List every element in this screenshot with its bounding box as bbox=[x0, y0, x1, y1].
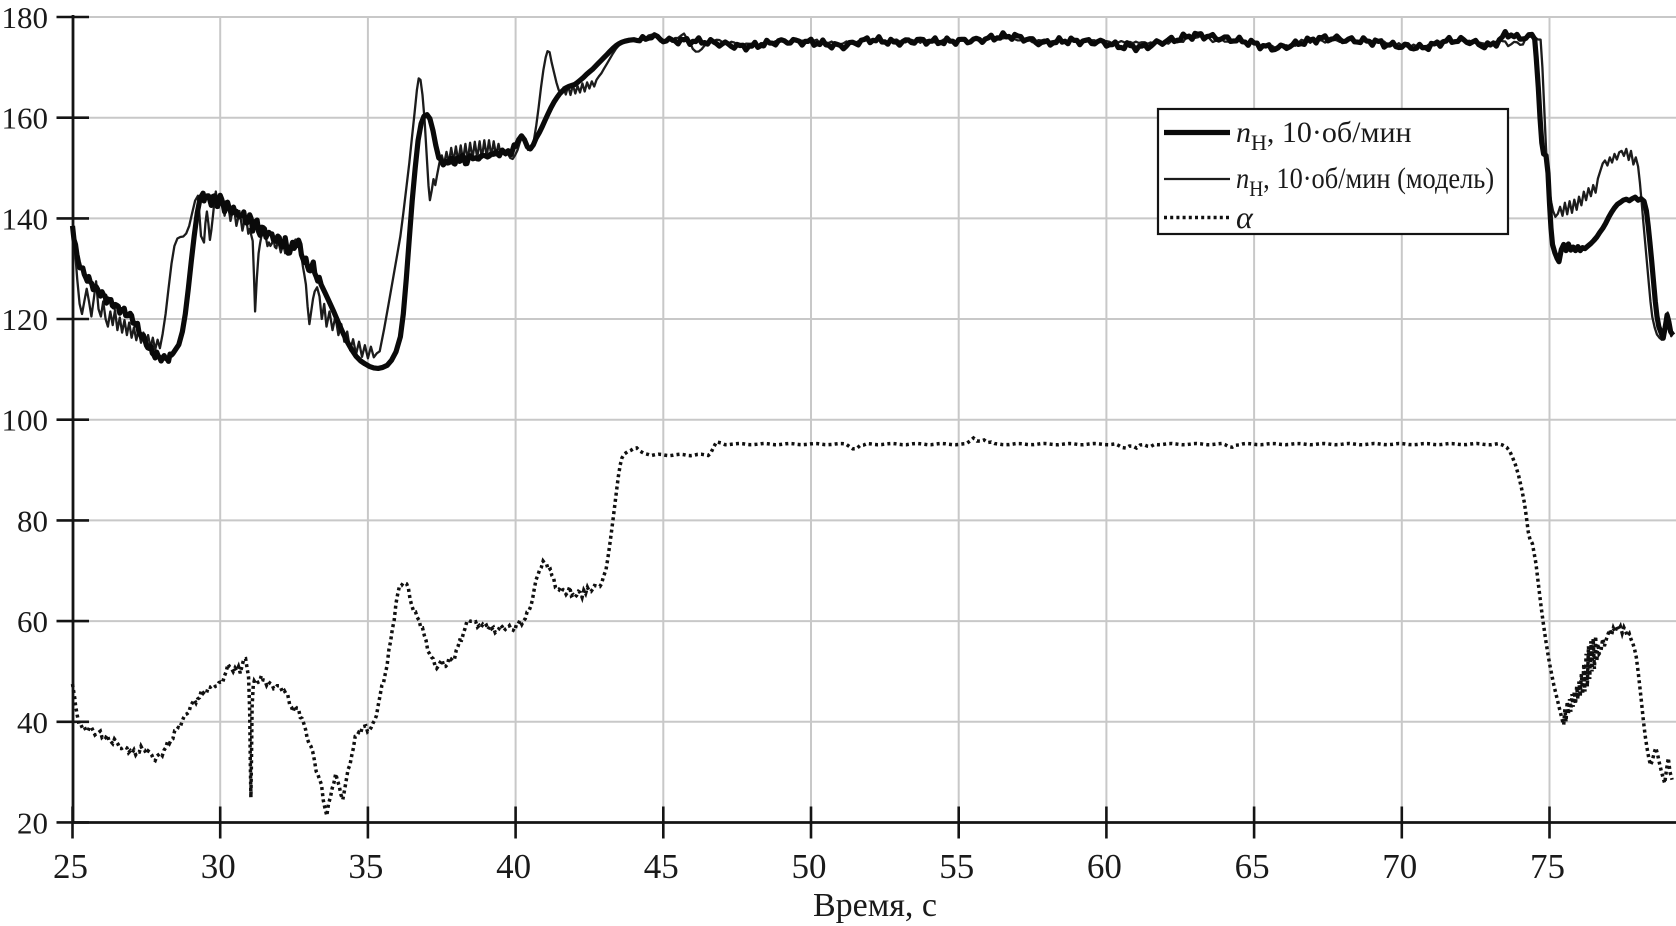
svg-text:35: 35 bbox=[348, 847, 383, 886]
svg-text:55: 55 bbox=[939, 847, 974, 886]
svg-text:75: 75 bbox=[1530, 847, 1565, 886]
svg-text:Время, с: Время, с bbox=[813, 887, 937, 924]
svg-text:40: 40 bbox=[496, 847, 531, 886]
svg-text:45: 45 bbox=[644, 847, 679, 886]
svg-text:60: 60 bbox=[17, 604, 48, 639]
svg-text:60: 60 bbox=[1087, 847, 1122, 886]
svg-text:20: 20 bbox=[17, 805, 48, 840]
svg-text:nН, 10·об/мин (модель): nН, 10·об/мин (модель) bbox=[1236, 163, 1494, 202]
svg-text:180: 180 bbox=[2, 0, 49, 35]
svg-text:25: 25 bbox=[53, 847, 88, 886]
svg-text:160: 160 bbox=[2, 101, 49, 136]
svg-text:120: 120 bbox=[2, 302, 49, 337]
svg-text:30: 30 bbox=[201, 847, 236, 886]
svg-text:70: 70 bbox=[1382, 847, 1417, 886]
svg-text:80: 80 bbox=[17, 503, 48, 538]
svg-text:nН, 10·об/мин: nН, 10·об/мин bbox=[1236, 116, 1412, 155]
svg-text:40: 40 bbox=[17, 705, 48, 740]
svg-text:α: α bbox=[1236, 199, 1254, 235]
svg-text:65: 65 bbox=[1235, 847, 1270, 886]
svg-text:50: 50 bbox=[792, 847, 827, 886]
svg-text:140: 140 bbox=[2, 201, 49, 236]
svg-text:100: 100 bbox=[2, 403, 49, 438]
